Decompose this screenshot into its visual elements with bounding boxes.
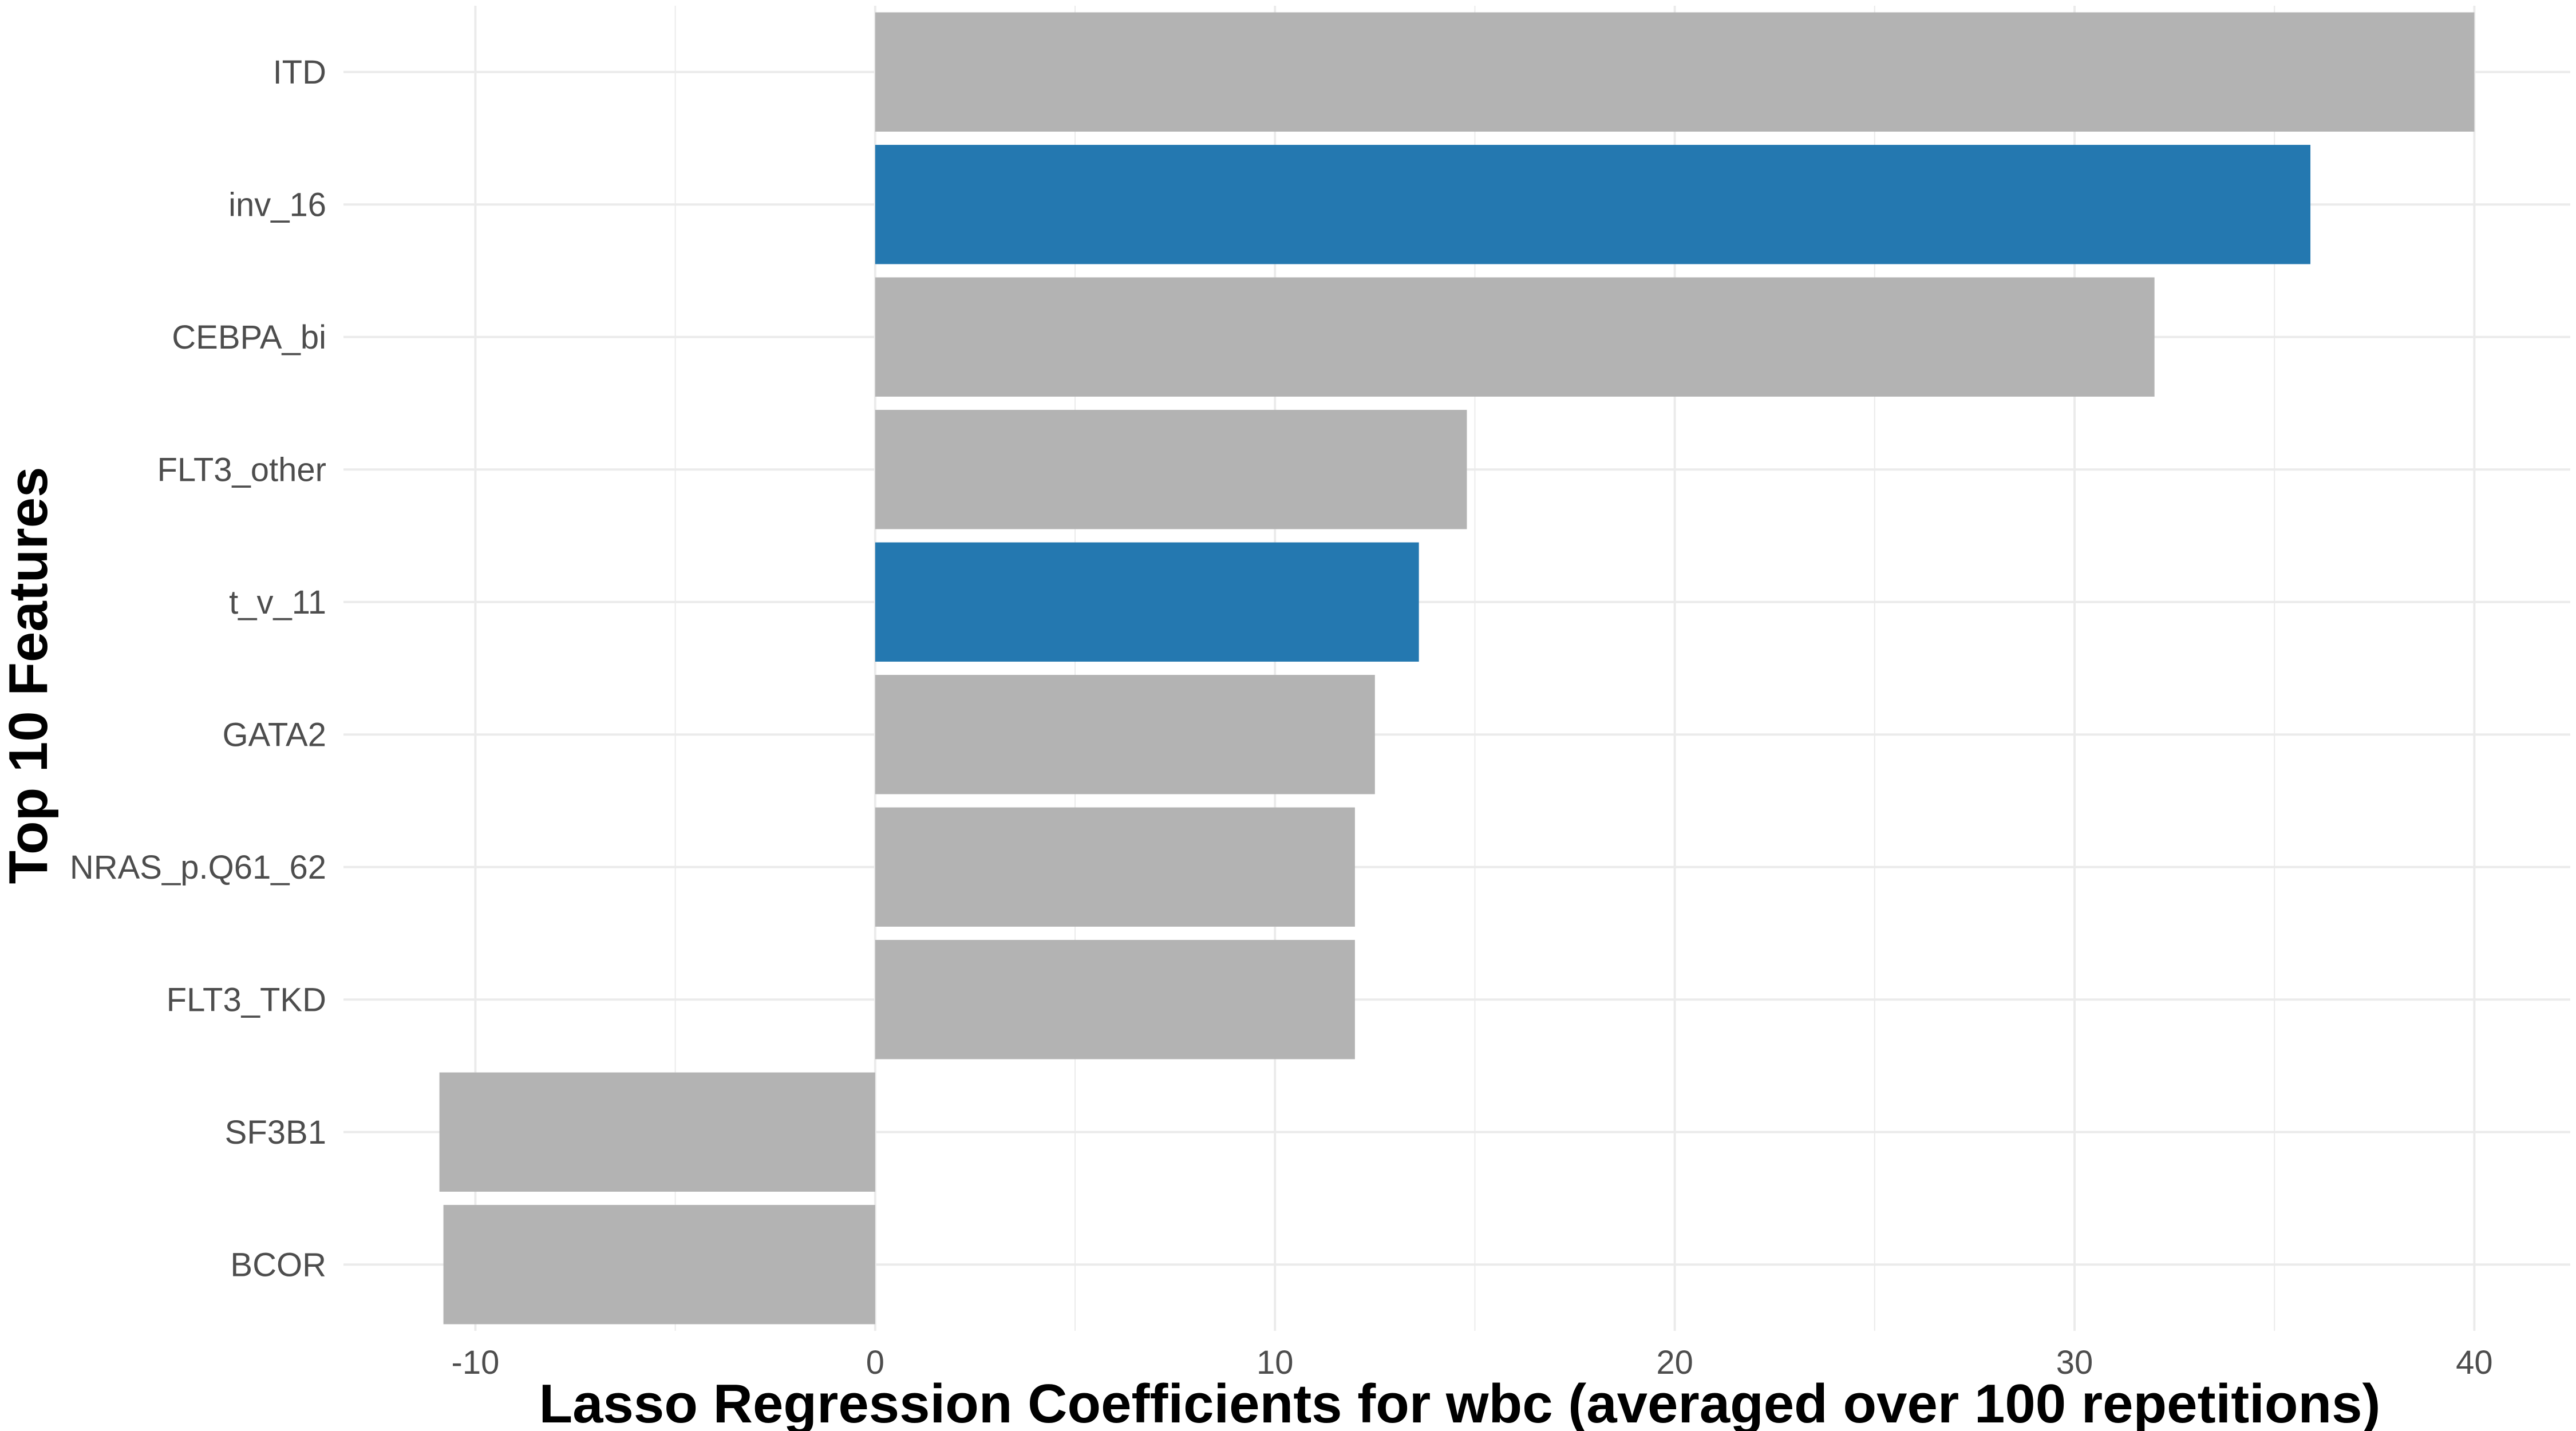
bar-bcor: [443, 1205, 875, 1325]
x-tick-label: 30: [2056, 1344, 2093, 1381]
bar-cebpa-bi: [875, 277, 2155, 397]
x-tick-label: 40: [2456, 1344, 2493, 1381]
bar-nras-p-q61-62: [875, 807, 1355, 927]
bar-flt3-other: [875, 410, 1467, 529]
x-tick-label: -10: [452, 1344, 500, 1381]
y-tick-label: GATA2: [222, 716, 326, 753]
y-tick-label: FLT3_other: [157, 451, 326, 488]
y-tick-label: CEBPA_bi: [172, 319, 326, 356]
y-tick-label: SF3B1: [225, 1114, 326, 1151]
y-axis-title: Top 10 Features: [0, 467, 59, 884]
bar-inv-16: [875, 145, 2311, 264]
bar-t-v-11: [875, 542, 1419, 662]
y-tick-label: BCOR: [230, 1246, 326, 1283]
y-tick-label: FLT3_TKD: [167, 981, 326, 1018]
x-tick-label: 20: [1656, 1344, 1693, 1381]
x-tick-label: 0: [866, 1344, 884, 1381]
y-tick-labels: ITD inv_16 CEBPA_bi FLT3_other t_v_11 GATA2 NR…: [70, 54, 326, 1284]
bars: [439, 12, 2475, 1325]
x-axis-title: Lasso Regression Coefficients for wbc (a…: [539, 1373, 2381, 1431]
y-tick-label: NRAS_p.Q61_62: [70, 849, 326, 886]
bar-itd: [875, 12, 2475, 132]
y-tick-label: inv_16: [228, 186, 326, 223]
bar-flt3-tkd: [875, 940, 1355, 1060]
x-tick-label: 10: [1257, 1344, 1294, 1381]
x-tick-labels: -10 0 10 20 30 40: [452, 1344, 2493, 1381]
bar-gata2: [875, 675, 1375, 794]
y-tick-label: ITD: [273, 54, 326, 91]
y-tick-label: t_v_11: [229, 584, 326, 621]
bar-sf3b1: [439, 1072, 875, 1192]
